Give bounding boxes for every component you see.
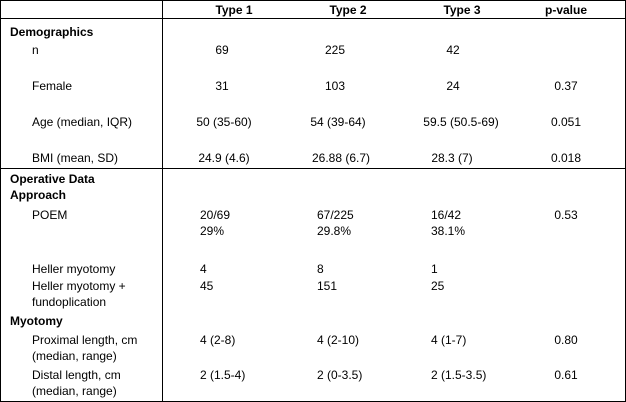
header-type2: Type 2 bbox=[329, 3, 367, 17]
header-type3: Type 3 bbox=[443, 3, 481, 17]
cell-pvalue: 0.80 bbox=[554, 333, 578, 347]
cell-type2: 225 bbox=[324, 43, 346, 57]
cell-type1: 20/69 29% bbox=[200, 207, 230, 239]
section-divider bbox=[0, 168, 626, 169]
row-label-line1: Distal length, cm bbox=[32, 368, 121, 382]
row-label-line1: Heller myotomy + bbox=[32, 279, 126, 293]
subheading-approach: Approach bbox=[10, 188, 67, 202]
section-heading-demographics: Demographics bbox=[10, 25, 94, 39]
row-label: Distal length, cm (median, range) bbox=[32, 367, 121, 399]
row-label: n bbox=[32, 43, 39, 57]
cell-type1-percent: 29% bbox=[200, 224, 225, 238]
header-pvalue: p-value bbox=[544, 3, 588, 17]
cell-type3: 42 bbox=[446, 43, 460, 57]
cell-pvalue: 0.051 bbox=[550, 115, 582, 129]
cell-type3: 2 (1.5-3.5) bbox=[431, 368, 487, 382]
cell-type2: 4 (2-10) bbox=[317, 333, 360, 347]
cell-type3: 28.3 (7) bbox=[431, 151, 473, 165]
row-label: Age (median, IQR) bbox=[32, 115, 133, 129]
row-label: POEM bbox=[32, 208, 68, 222]
subheading-myotomy: Myotomy bbox=[10, 314, 63, 328]
cell-type2: 26.88 (6.7) bbox=[311, 151, 371, 165]
cell-type2: 103 bbox=[324, 79, 346, 93]
cell-type1: 24.9 (4.6) bbox=[198, 151, 250, 165]
cell-type1: 2 (1.5-4) bbox=[200, 368, 246, 382]
row-label-line2: (median, range) bbox=[32, 384, 117, 398]
cell-type3-percent: 38.1% bbox=[431, 224, 466, 238]
column-divider bbox=[162, 0, 163, 402]
row-label-line1: Proximal length, cm bbox=[32, 333, 138, 347]
row-label: Proximal length, cm (median, range) bbox=[32, 332, 137, 364]
cell-type2: 151 bbox=[317, 279, 338, 293]
cell-type1: 31 bbox=[215, 79, 229, 93]
cell-type3: 1 bbox=[431, 262, 438, 276]
cell-pvalue: 0.37 bbox=[554, 79, 578, 93]
cell-pvalue: 0.61 bbox=[554, 368, 578, 382]
cell-type2: 8 bbox=[317, 262, 324, 276]
cell-type2-percent: 29.8% bbox=[317, 224, 352, 238]
cell-type2: 67/225 29.8% bbox=[317, 207, 354, 239]
row-label: BMI (mean, SD) bbox=[32, 151, 119, 165]
header-type1: Type 1 bbox=[215, 3, 253, 17]
cell-type2-count: 67/225 bbox=[317, 208, 354, 222]
row-label-line2: fundoplication bbox=[32, 295, 107, 309]
cell-type1: 4 (2-8) bbox=[200, 333, 236, 347]
cell-type3: 24 bbox=[446, 79, 460, 93]
header-divider bbox=[0, 18, 626, 19]
row-label: Heller myotomy bbox=[32, 262, 116, 276]
row-label: Heller myotomy + fundoplication bbox=[32, 278, 126, 310]
row-label: Female bbox=[32, 79, 73, 93]
cell-type3: 25 bbox=[431, 279, 445, 293]
cell-type1: 69 bbox=[215, 43, 229, 57]
cell-type3-count: 16/42 bbox=[431, 208, 462, 222]
row-label-line2: (median, range) bbox=[32, 349, 117, 363]
cell-type1: 45 bbox=[200, 279, 214, 293]
cell-type2: 2 (0-3.5) bbox=[317, 368, 363, 382]
cell-type2: 54 (39-64) bbox=[310, 115, 366, 129]
cell-type1-count: 20/69 bbox=[200, 208, 231, 222]
cell-type3: 4 (1-7) bbox=[431, 333, 467, 347]
cell-type3: 59.5 (50.5-69) bbox=[423, 115, 499, 129]
cell-type1: 50 (35-60) bbox=[196, 115, 252, 129]
cell-type3: 16/42 38.1% bbox=[431, 207, 465, 239]
cell-pvalue: 0.018 bbox=[550, 151, 582, 165]
section-heading-operative: Operative Data bbox=[10, 172, 95, 186]
cell-type1: 4 bbox=[200, 262, 207, 276]
cell-pvalue: 0.53 bbox=[554, 208, 578, 222]
